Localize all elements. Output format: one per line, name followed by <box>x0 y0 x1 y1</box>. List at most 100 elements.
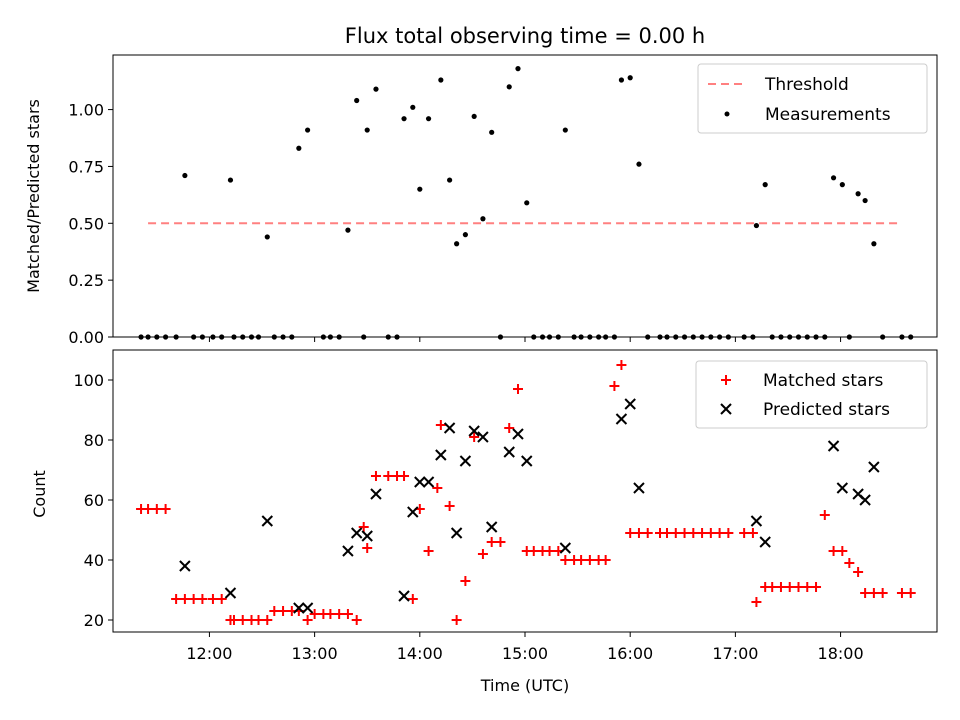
predicted-star-point <box>398 590 410 602</box>
matched-star-point <box>844 558 855 568</box>
bottom-axes-frame <box>112 349 938 633</box>
predicted-star-point <box>443 422 456 434</box>
y-tick-label: 1.00 <box>68 101 104 120</box>
predicted-star-point <box>559 542 572 554</box>
matched-star-point <box>775 582 786 592</box>
matched-star-point <box>197 594 208 604</box>
measurement-point <box>839 182 845 188</box>
y-tick-label: 0.50 <box>68 214 104 233</box>
matched-legend-marker <box>721 375 731 385</box>
predicted-star-point <box>342 545 354 557</box>
measurement-point <box>305 127 311 133</box>
matched-star-point <box>688 528 699 538</box>
predicted-star-point <box>370 488 382 500</box>
predicted-star-point <box>868 461 880 473</box>
matched-star-point <box>633 528 644 538</box>
matched-star-point <box>469 432 480 442</box>
predicted-star-point-b <box>750 515 763 527</box>
measurement-point <box>524 200 530 206</box>
matched-star-point <box>853 567 864 577</box>
top-legend: Threshold Measurements <box>697 63 928 134</box>
y-tick-label: 60 <box>84 491 104 510</box>
bottom-x-ticks: 12:00 13:00 14:00 15:00 16:00 17:00 18:00 <box>186 632 864 663</box>
predicted-star-point <box>293 602 305 614</box>
predicted-star-point-b <box>407 506 419 518</box>
measurement-point <box>471 113 477 120</box>
predicted-star-point <box>485 521 498 533</box>
x-tick-label: 12:00 <box>186 644 232 663</box>
predicted-star-point-b <box>342 545 354 557</box>
matched-star-point <box>662 528 673 538</box>
y-tick-label: 40 <box>84 551 104 570</box>
matched-star-point <box>325 609 336 619</box>
bottom-axes: 20 40 60 80 100 12:00 13:00 14:00 15:00 16:00 17:… <box>30 349 938 695</box>
matched-star-point <box>739 528 750 538</box>
matched-star-point <box>877 588 888 598</box>
bottom-y-ticks: 20 40 60 80 100 <box>73 371 113 630</box>
matched-star-point <box>811 582 822 592</box>
matched-legend-label: Matched stars <box>763 371 883 391</box>
predicted-star-point-b <box>422 476 435 488</box>
measurement-point <box>364 127 370 133</box>
measurement-point <box>373 86 379 92</box>
measurement-point <box>515 66 521 72</box>
measurement-point <box>562 127 568 133</box>
predicted-star-point <box>407 506 419 518</box>
bottom-legend-box <box>695 360 928 429</box>
matched-star-point <box>642 528 653 538</box>
measurement-point <box>855 191 861 197</box>
predicted-star-point-b <box>477 431 489 443</box>
matched-star-point <box>584 555 595 565</box>
predicted-star-point-b <box>450 527 463 539</box>
matched-star-point <box>609 381 620 391</box>
predicted-star-point <box>624 398 636 410</box>
predicted-star-point-b <box>624 398 636 410</box>
predicted-star-point <box>468 425 480 437</box>
x-tick-label: 17:00 <box>712 644 758 663</box>
top-y-axis-label: Matched/Predicted stars <box>24 99 43 293</box>
measurement-point <box>447 177 453 183</box>
predicted-star-point <box>750 515 763 527</box>
matched-star-point <box>802 582 813 592</box>
predicted-star-point-b <box>512 428 524 440</box>
matched-star-point <box>188 594 199 604</box>
matched-star-point <box>705 528 716 538</box>
predicted-star-point <box>450 527 463 539</box>
matched-legend-swatch <box>721 375 731 385</box>
matched-star-point <box>896 588 907 598</box>
matched-star-point <box>407 594 418 604</box>
matched-star-point <box>423 546 434 556</box>
predicted-star-point <box>859 494 871 506</box>
predicted-star-point-b <box>521 455 533 467</box>
x-axis-label: Time (UTC) <box>480 676 569 695</box>
predicted-star-point-b <box>868 461 880 473</box>
matched-star-point <box>544 546 555 556</box>
x-tick-label: 14:00 <box>397 644 443 663</box>
measurement-point <box>410 104 416 110</box>
y-tick-label: 80 <box>84 431 104 450</box>
measurement-point <box>417 186 423 192</box>
predicted-star-point-b <box>759 536 771 548</box>
measurement-point <box>871 241 877 247</box>
matched-star-point <box>216 594 227 604</box>
matched-star-point <box>576 555 587 565</box>
measurement-point <box>354 97 360 104</box>
y-tick-label: 0.00 <box>68 328 104 347</box>
predicted-star-point <box>759 536 771 548</box>
predicted-star-point-b <box>435 449 447 461</box>
predicted-star-point <box>301 602 314 614</box>
predicted-star-point <box>477 431 489 443</box>
predicted-star-point-b <box>179 560 191 572</box>
y-tick-label: 20 <box>84 611 104 630</box>
matched-star-point <box>342 609 353 619</box>
measurement-point <box>627 75 633 81</box>
matched-star-point <box>828 546 839 556</box>
predicted-star-point-b <box>468 425 480 437</box>
matched-star-point <box>262 615 273 625</box>
measurement-point <box>401 116 407 122</box>
predicted-star-point <box>459 455 472 467</box>
predicted-legend-swatch <box>720 403 732 415</box>
measurement-point <box>454 241 460 247</box>
matched-star-point <box>399 471 410 481</box>
